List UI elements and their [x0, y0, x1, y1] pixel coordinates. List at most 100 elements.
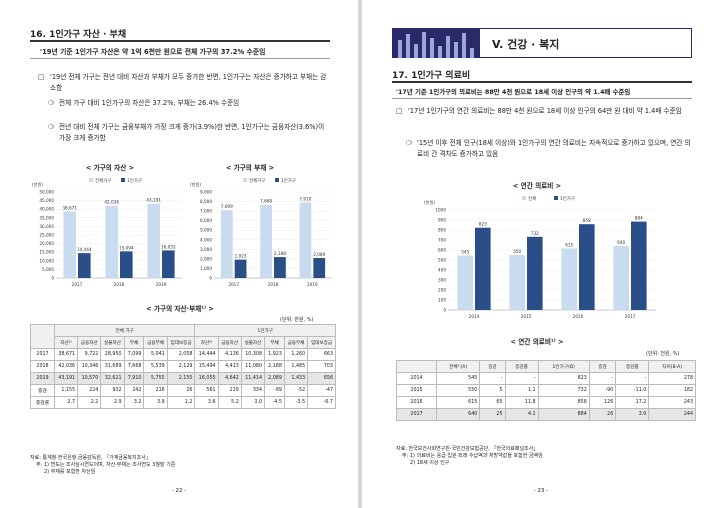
table-cell: -11.0: [615, 384, 650, 397]
table-row: 2015 550 5 1.1 732 -90 -11.0 182: [396, 384, 696, 397]
y-tick-label: 35,000: [39, 215, 54, 220]
debt-chart: (만원) 전체가구 1인가구 0 1,000 2,000 3,000 4,000 5,000 6,…: [190, 177, 332, 287]
table-unit: (단위: 만원, %): [280, 317, 314, 323]
table-cell: 278: [648, 372, 696, 385]
data-label: 823: [479, 222, 487, 227]
table-title: < 연간 의료비¹⁾ >: [510, 338, 564, 346]
table-cell: 7,910: [123, 372, 145, 385]
table-cell: 1,923: [264, 348, 285, 361]
table-cell: 216: [143, 384, 168, 397]
table-cell: 615: [435, 396, 481, 409]
y-tick-label: 2,000: [200, 256, 212, 261]
data-label: 7,668: [260, 199, 272, 204]
table-cell: 2,089: [264, 372, 285, 385]
table-cell: 7,099: [123, 348, 145, 361]
row-label: 2015: [396, 384, 437, 397]
y-tick-label: 30,000: [39, 224, 54, 229]
table-cell: 2,129: [166, 360, 196, 373]
bar: [63, 211, 76, 278]
table-cell: 26: [588, 408, 617, 421]
table-cell: 932: [100, 384, 125, 397]
table-cell: 1,155: [53, 384, 79, 397]
title-rule: [392, 81, 692, 83]
table-title: < 가구의 자산·부채¹⁾ >: [146, 305, 214, 313]
data-label: 42,036: [104, 200, 119, 205]
y-tick-label: 0: [209, 276, 212, 281]
table-cell: 2.9: [100, 396, 125, 409]
y-tick-label: 400: [438, 268, 446, 273]
table-cell: 224: [77, 384, 102, 397]
paragraph-2: '15년 이후 전체 인구(18세 이상)와 1인가구의 연간 의료비는 지속적…: [417, 139, 691, 158]
legend-swatch: [522, 196, 526, 200]
table-column-header: 금융부채: [283, 336, 309, 349]
table-cell: 10,308: [240, 348, 266, 361]
y-tick-label: 100: [438, 298, 446, 303]
bar: [561, 248, 577, 310]
page-number: - 23 -: [533, 488, 549, 494]
y-tick-label: 45,000: [39, 198, 54, 203]
table-header-all: 전체 가구: [53, 324, 196, 337]
table-unit: (단위: 천원, %): [646, 351, 680, 357]
data-label: 640: [617, 240, 625, 245]
table-header-single: 1인가구(B): [537, 360, 590, 373]
circle-bullet-icon: ❍: [48, 123, 54, 131]
row-label: 증감률: [30, 396, 55, 409]
paragraph-1: '19년 전체 가구는 전년 대비 자산과 부채가 모두 증가한 반면, 1인가…: [50, 73, 327, 92]
legend-label: 1인가구: [127, 177, 142, 184]
table-column-header: 부채: [264, 336, 285, 349]
table-cell: -: [588, 372, 617, 385]
table-cell: -6.7: [307, 396, 336, 409]
bar: [613, 246, 629, 310]
y-tick-label: 800: [438, 228, 446, 233]
row-label: 2017: [30, 348, 55, 361]
table-cell: 38,671: [53, 348, 79, 361]
bar: [260, 204, 272, 278]
table-column-header: 실물자산: [240, 336, 266, 349]
table-cell: -90: [588, 384, 617, 397]
y-tick-label: 8,000: [200, 199, 212, 204]
medical-cost-chart: (천원) 전체 1인가구 0 100 200 300 400 500 600 700 800 900 10…: [424, 195, 656, 319]
table-cell: 1,260: [283, 348, 309, 361]
legend-swatch: [243, 178, 247, 182]
table-header-diff: 차이(B-A): [648, 360, 696, 373]
table-row: 증감 1,155 224 932 242 216 26 561 229 334 -99 -52 -47: [30, 384, 336, 397]
y-tick-label: 700: [438, 238, 446, 243]
summary-rule: [30, 58, 330, 59]
left-page: 16. 1인가구 자산 · 부채 '19년 기준 1인가구 자산은 약 1억 6…: [0, 0, 358, 508]
table-cell: -: [479, 372, 506, 385]
table-header-inc: 증감: [479, 360, 506, 373]
table-header-inc: 증감: [588, 360, 617, 373]
bar: [274, 257, 286, 278]
x-tick-label: 2014: [469, 314, 480, 319]
circle-bullet-icon: ❍: [406, 139, 412, 147]
table-cell: 550: [435, 384, 481, 397]
table-cell: 25: [479, 408, 506, 421]
table-cell: 229: [217, 384, 242, 397]
table-cell: 126: [588, 396, 617, 409]
data-label: 16,055: [161, 244, 176, 249]
row-label: 2017: [396, 408, 437, 421]
table-cell: 3.0: [615, 408, 650, 421]
table-cell: 5,539: [143, 360, 168, 373]
bar: [120, 251, 133, 278]
table-cell: 4,413: [217, 360, 242, 373]
chapter-title: V. 건강 · 복지: [492, 38, 560, 51]
data-label: 43,191: [146, 198, 161, 203]
square-bullet-icon: □: [396, 107, 403, 115]
x-tick-label: 2019: [307, 282, 318, 287]
y-tick-label: 0: [443, 308, 446, 313]
table-row: 2014 545- -823- -278: [396, 372, 696, 385]
table-cell: 17.2: [615, 396, 650, 409]
bar: [313, 258, 326, 278]
footnote-1: 주: 1) 의료비는 응급·입원·외래 수납액과 처방약값을 포함한 금액임: [402, 453, 543, 459]
table-cell: 244: [648, 408, 696, 421]
table-cell: 5,755: [143, 372, 168, 385]
y-tick-label: 0: [51, 276, 54, 281]
legend-label: 1인가구: [560, 195, 575, 202]
table-cell: -47: [307, 384, 336, 397]
section-title: 17. 1인가구 의료비: [392, 71, 471, 81]
bar: [147, 203, 160, 278]
assets-debt-table: 전체 가구 1인가구 자산²⁾ 금융자산 실물자산 부채 금융부채 임대보증금 자산²⁾ 금융…: [30, 324, 336, 409]
table-cell: 561: [194, 384, 219, 397]
data-label: 15,494: [119, 245, 134, 250]
